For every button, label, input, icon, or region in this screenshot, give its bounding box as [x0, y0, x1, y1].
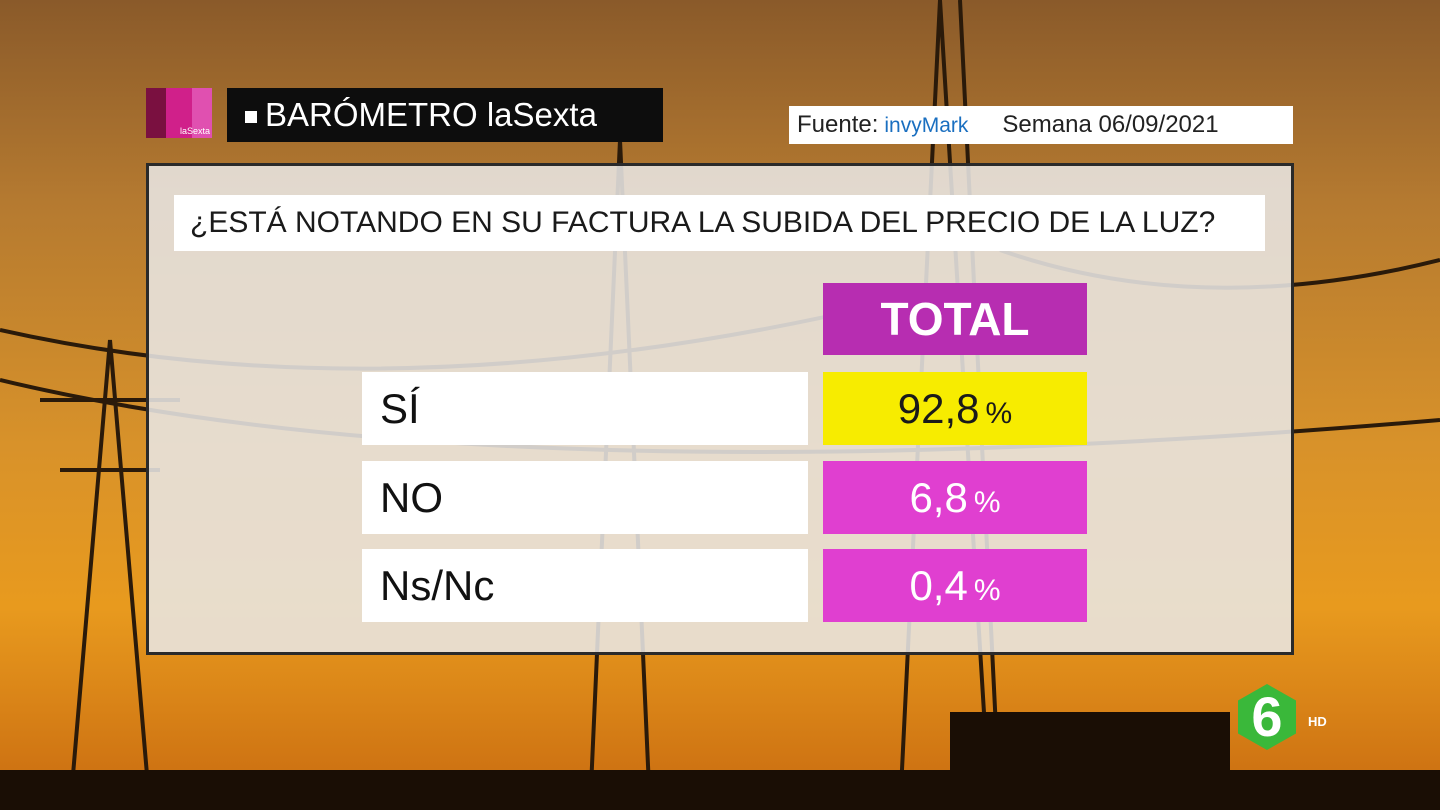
- value: 92,8: [897, 385, 980, 432]
- unit: %: [985, 397, 1013, 430]
- building: [950, 712, 1230, 782]
- column-header: TOTAL: [823, 283, 1087, 355]
- row-label: SÍ: [362, 372, 808, 445]
- hd-label: HD: [1308, 714, 1327, 729]
- logo: laSexta: [146, 88, 212, 138]
- row-value: 0,4%: [823, 549, 1087, 622]
- unit: %: [973, 574, 1001, 607]
- unit: %: [973, 486, 1001, 519]
- week: Semana 06/09/2021: [1002, 111, 1219, 138]
- row-label: Ns/Nc: [362, 549, 808, 622]
- logo-text: laSexta: [179, 126, 210, 136]
- title: BARÓMETRO laSexta: [227, 88, 663, 142]
- source-name: invyMark: [884, 114, 969, 137]
- source-label: Fuente:: [797, 111, 879, 138]
- question: ¿ESTÁ NOTANDO EN SU FACTURA LA SUBIDA DE…: [174, 195, 1265, 251]
- value: 0,4: [909, 562, 968, 609]
- row-value: 6,8%: [823, 461, 1087, 534]
- row-value: 92,8%: [823, 372, 1087, 445]
- row-label: NO: [362, 461, 808, 534]
- source: Fuente: invyMark Semana 06/09/2021: [789, 106, 1293, 144]
- value: 6,8: [909, 474, 968, 521]
